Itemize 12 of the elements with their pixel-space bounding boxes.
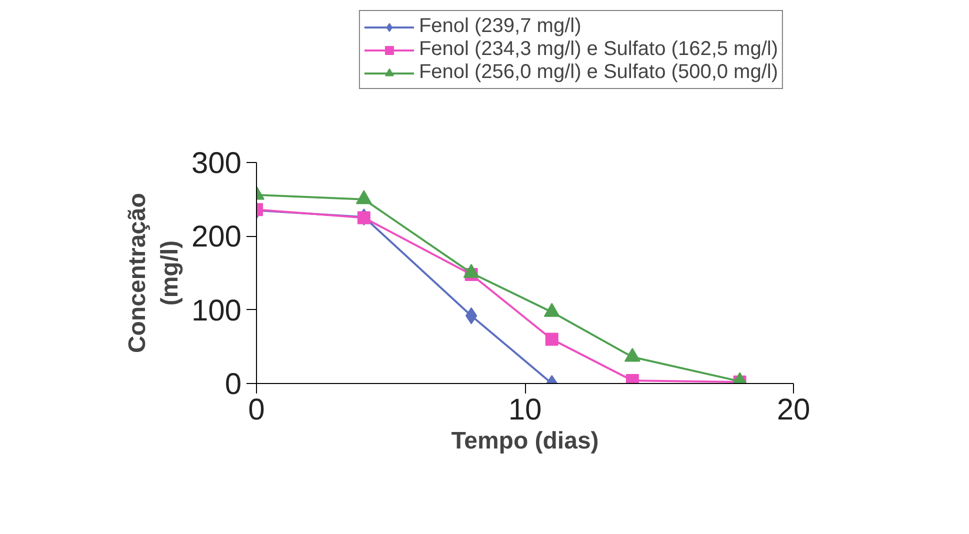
y-tick-label: 300 [191, 147, 242, 180]
x-tick-label: 0 [248, 394, 265, 426]
legend-label: Fenol (256,0 mg/l) e Sulfato (500,0 mg/l) [418, 61, 778, 84]
x-tick-label: 10 [508, 394, 542, 426]
y-tick-label: 200 [191, 220, 242, 254]
legend-label: Fenol (239,7 mg/l) [418, 15, 582, 38]
legend-label: Fenol (234,3 mg/l) e Sulfato (162,5 mg/l) [418, 38, 778, 61]
x-axis-title: Tempo (dias) [451, 428, 599, 454]
y-tick-label: 0 [224, 368, 242, 401]
y-tick-label: 100 [191, 294, 242, 328]
x-tick-label: 20 [776, 394, 810, 426]
y-axis-title: Concentração (mg/l) [124, 192, 184, 354]
